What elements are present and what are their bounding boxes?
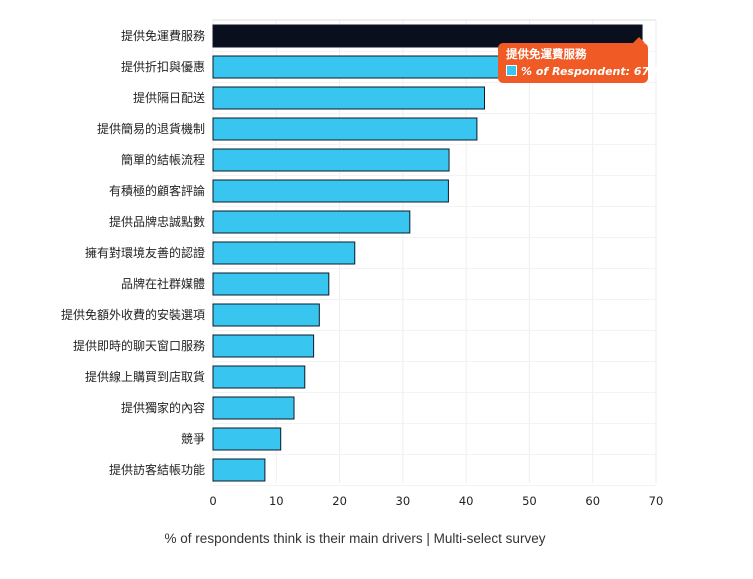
y-tick-label: 提供免額外收費的安裝選項 — [61, 307, 205, 322]
y-tick-label: 提供獨家的內容 — [121, 400, 205, 415]
x-tick-label: 10 — [269, 494, 284, 508]
bar — [212, 117, 478, 141]
tooltip-value-row: % of Respondent: 67.8 — [506, 64, 661, 80]
y-tick-label: 品牌在社群媒體 — [121, 276, 205, 291]
bar — [212, 396, 295, 420]
y-tick-label: 提供線上購買到店取貨 — [85, 369, 205, 384]
tooltip-series-label: % of Respondent — [521, 65, 626, 78]
x-tick-label: 70 — [649, 494, 664, 508]
x-tick-label: 0 — [209, 494, 216, 508]
x-tick-label: 30 — [396, 494, 411, 508]
tooltip-title: 提供免運費服務 — [506, 47, 587, 61]
y-tick-label: 提供簡易的退貨機制 — [97, 121, 205, 136]
y-tick-label: 擁有對環境友善的認證 — [85, 245, 205, 260]
y-tick-label: 提供即時的聊天窗口服務 — [73, 338, 205, 353]
x-axis-title: % of respondents think is their main dri… — [164, 531, 546, 546]
bar — [212, 210, 411, 234]
x-tick-label: 20 — [332, 494, 347, 508]
chart-tooltip: 提供免運費服務 % of Respondent: 67.8 — [498, 37, 661, 83]
tooltip-arrow — [633, 37, 645, 43]
bar — [212, 334, 315, 358]
y-tick-label: 有積極的顧客評論 — [109, 183, 205, 198]
x-tick-label: 40 — [459, 494, 474, 508]
bar — [212, 365, 306, 389]
y-tick-label: 提供品牌忠誠點數 — [109, 214, 205, 229]
y-tick-label: 提供免運費服務 — [121, 28, 205, 43]
bar — [212, 86, 485, 110]
bars-layer — [212, 24, 643, 482]
y-tick-label: 提供隔日配送 — [133, 90, 205, 105]
bar — [212, 148, 450, 172]
bar — [212, 24, 643, 48]
x-axis-labels: 0 10 20 30 40 50 60 70 — [209, 494, 663, 508]
x-tick-label: 50 — [522, 494, 537, 508]
grid-layer — [212, 19, 657, 486]
y-axis-labels: 提供免運費服務提供折扣與優惠提供隔日配送提供簡易的退貨機制簡單的結帳流程有積極的… — [61, 28, 205, 477]
bar — [212, 272, 330, 296]
bar — [212, 241, 356, 265]
y-tick-label: 競爭 — [181, 431, 205, 446]
y-tick-label: 簡單的結帳流程 — [121, 152, 205, 167]
bar — [212, 458, 266, 482]
tooltip-separator: : — [625, 65, 634, 78]
bar — [212, 427, 282, 451]
y-tick-label: 提供訪客結帳功能 — [109, 462, 205, 477]
x-tick-label: 60 — [585, 494, 600, 508]
bar — [212, 179, 449, 203]
bar — [212, 303, 320, 327]
tooltip-value: 67.8 — [633, 65, 662, 78]
tooltip-swatch — [506, 65, 517, 76]
y-tick-label: 提供折扣與優惠 — [121, 59, 205, 74]
